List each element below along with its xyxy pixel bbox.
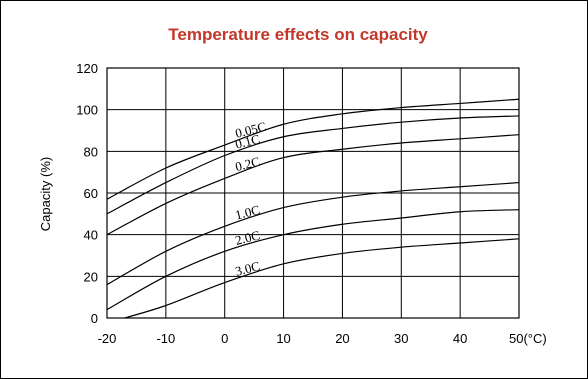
y-axis-label: Capacity (%) [38, 157, 53, 231]
x-tick-label: -20 [98, 331, 117, 346]
y-tick-label: 80 [84, 144, 98, 159]
tick-labels: -20 -10 0 10 20 30 40 50(°C) 0 20 40 60 80 100 120 [76, 61, 546, 346]
y-tick-label: 20 [84, 269, 98, 284]
y-tick-label: 100 [76, 103, 98, 118]
series-label-0.2C: 0.2C [234, 154, 262, 175]
x-tick-label: 40 [453, 331, 467, 346]
series-label-2.0C: 2.0C [234, 227, 262, 248]
series-label-3.0C: 3.0C [234, 258, 262, 279]
series-curves [106, 98, 520, 319]
x-tick-label: 20 [335, 331, 349, 346]
series-line-0.05C [106, 98, 520, 200]
x-tick-label: 0 [221, 331, 228, 346]
series-line-0.1C [106, 115, 520, 215]
series-line-3.0C [124, 238, 520, 319]
series-line-0.2C [106, 134, 520, 236]
chart-title: Temperature effects on capacity [168, 25, 428, 44]
series-label-0.1C: 0.1C [234, 131, 262, 152]
plot-border [106, 67, 520, 319]
series-line-1.0C [106, 181, 520, 286]
x-tick-label: 50(°C) [509, 331, 547, 346]
grid [106, 67, 520, 319]
series-label-1.0C: 1.0C [234, 202, 262, 223]
x-tick-label: -10 [156, 331, 175, 346]
series-line-2.0C [106, 209, 520, 311]
y-tick-label: 0 [91, 311, 98, 326]
x-tick-label: 30 [394, 331, 408, 346]
series-label-0.05C: 0.05C [234, 119, 268, 141]
y-tick-label: 40 [84, 228, 98, 243]
y-tick-label: 120 [76, 61, 98, 76]
x-tick-label: 10 [276, 331, 290, 346]
y-tick-label: 60 [84, 186, 98, 201]
